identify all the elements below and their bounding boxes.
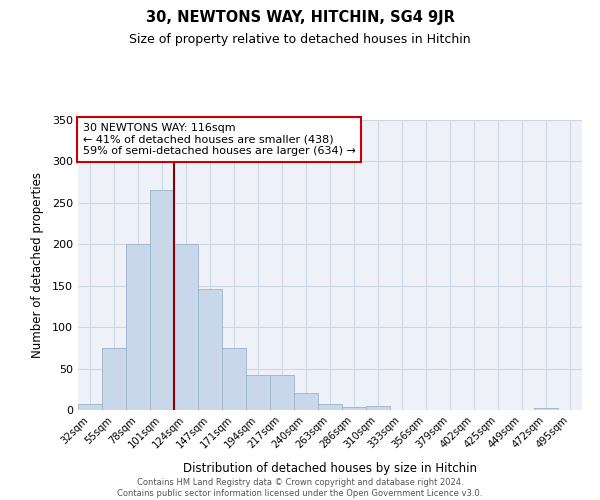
Bar [126, 244, 150, 410]
Bar [534, 408, 558, 410]
Text: Contains HM Land Registry data © Crown copyright and database right 2024.
Contai: Contains HM Land Registry data © Crown c… [118, 478, 482, 498]
Bar [198, 289, 222, 410]
Bar [102, 348, 126, 410]
X-axis label: Distribution of detached houses by size in Hitchin: Distribution of detached houses by size … [183, 462, 477, 474]
Bar [222, 348, 246, 410]
Bar [150, 190, 174, 410]
Text: 30, NEWTONS WAY, HITCHIN, SG4 9JR: 30, NEWTONS WAY, HITCHIN, SG4 9JR [146, 10, 454, 25]
Y-axis label: Number of detached properties: Number of detached properties [31, 172, 44, 358]
Bar [318, 404, 342, 410]
Bar [270, 375, 294, 410]
Bar [78, 404, 102, 410]
Bar [342, 406, 366, 410]
Text: Size of property relative to detached houses in Hitchin: Size of property relative to detached ho… [129, 32, 471, 46]
Text: 30 NEWTONS WAY: 116sqm
← 41% of detached houses are smaller (438)
59% of semi-de: 30 NEWTONS WAY: 116sqm ← 41% of detached… [83, 123, 356, 156]
Bar [174, 244, 198, 410]
Bar [246, 375, 270, 410]
Bar [366, 406, 390, 410]
Bar [294, 394, 318, 410]
